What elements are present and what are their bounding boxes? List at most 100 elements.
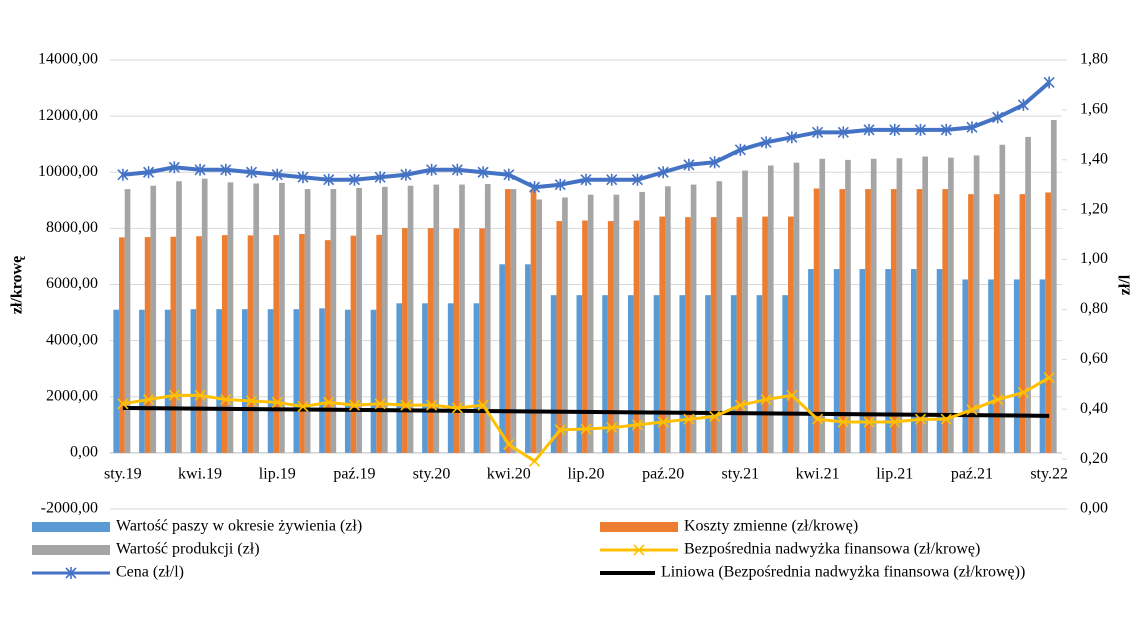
marker-stroke bbox=[914, 413, 927, 425]
x-tick-label: paź.21 bbox=[951, 466, 993, 483]
bar bbox=[479, 228, 485, 453]
bar bbox=[279, 182, 285, 453]
legend-label: Wartość paszy w okresie żywienia (zł) bbox=[116, 518, 362, 535]
bar bbox=[201, 178, 208, 453]
marker bbox=[426, 163, 438, 176]
marker-stroke bbox=[633, 544, 645, 556]
x-tick-label: lip.21 bbox=[876, 466, 913, 483]
y-tick-label: 12000,00 bbox=[38, 107, 98, 124]
bar bbox=[730, 295, 737, 453]
marker bbox=[966, 404, 978, 416]
marker bbox=[117, 398, 129, 410]
marker-stroke bbox=[451, 402, 463, 414]
x-tick-label: sty.20 bbox=[413, 466, 451, 483]
x-tick-label: paź.19 bbox=[333, 466, 375, 483]
marker bbox=[528, 181, 541, 194]
marker-stroke bbox=[271, 396, 283, 408]
bar bbox=[685, 217, 691, 453]
marker bbox=[220, 393, 232, 406]
y2-axis-label: zł/l bbox=[1117, 274, 1134, 295]
x-tick-label: sty.21 bbox=[722, 466, 760, 483]
bar bbox=[808, 269, 814, 453]
bar bbox=[459, 184, 465, 453]
bar bbox=[499, 264, 505, 453]
y2-tick-label: 0,60 bbox=[1080, 350, 1108, 367]
bar bbox=[716, 181, 723, 453]
legend-label: Koszty zmienne (zł/krowę) bbox=[684, 518, 858, 535]
bar bbox=[402, 228, 408, 453]
marker bbox=[194, 389, 206, 401]
marker bbox=[374, 171, 386, 184]
bar bbox=[633, 220, 640, 453]
bar bbox=[627, 295, 634, 453]
marker-stroke bbox=[220, 393, 232, 406]
bar bbox=[150, 185, 157, 453]
bar bbox=[447, 303, 454, 453]
marker-stroke bbox=[554, 424, 566, 436]
marker bbox=[451, 163, 463, 176]
bar bbox=[582, 220, 588, 453]
y2-tick-label: 1,20 bbox=[1080, 200, 1108, 217]
bar bbox=[1019, 194, 1026, 453]
bar bbox=[793, 162, 800, 453]
bar bbox=[396, 303, 403, 453]
bar bbox=[484, 184, 491, 453]
marker bbox=[734, 399, 746, 411]
bar bbox=[576, 295, 583, 453]
bar bbox=[916, 189, 923, 453]
line bbox=[122, 80, 1051, 190]
marker-stroke bbox=[503, 438, 515, 451]
bar bbox=[762, 216, 768, 453]
marker-stroke bbox=[194, 389, 206, 401]
bar bbox=[221, 235, 228, 453]
marker bbox=[889, 416, 901, 428]
marker bbox=[837, 126, 849, 139]
marker bbox=[940, 413, 952, 425]
bar bbox=[736, 217, 743, 453]
marker bbox=[503, 438, 515, 451]
marker-stroke bbox=[245, 395, 258, 407]
marker bbox=[477, 399, 489, 411]
marker-stroke bbox=[374, 398, 386, 410]
marker bbox=[65, 567, 77, 579]
marker-stroke bbox=[400, 399, 412, 411]
bar bbox=[304, 189, 311, 453]
marker bbox=[734, 143, 746, 156]
marker bbox=[683, 158, 695, 171]
marker-stroke bbox=[940, 413, 952, 425]
marker bbox=[143, 166, 155, 179]
marker-stroke bbox=[297, 401, 309, 413]
marker bbox=[451, 402, 463, 414]
marker-stroke bbox=[580, 423, 592, 435]
marker bbox=[271, 168, 283, 181]
marker bbox=[914, 413, 927, 425]
bar bbox=[767, 165, 774, 453]
marker bbox=[1017, 98, 1029, 111]
y-tick-label: 2000,00 bbox=[46, 387, 98, 404]
y2-tick-label: 1,60 bbox=[1080, 101, 1108, 118]
y2-tick-label: 1,40 bbox=[1080, 150, 1108, 167]
marker bbox=[606, 422, 618, 434]
marker bbox=[297, 171, 309, 184]
y2-tick-label: 0,20 bbox=[1080, 450, 1108, 467]
bar bbox=[299, 233, 305, 453]
bar bbox=[819, 158, 826, 453]
y-tick-label: 6000,00 bbox=[46, 275, 98, 292]
legend-swatch bbox=[32, 522, 110, 532]
x-tick-label: kwi.21 bbox=[796, 466, 840, 483]
bar bbox=[376, 234, 382, 453]
bar bbox=[1025, 136, 1031, 453]
marker-stroke bbox=[323, 396, 335, 408]
bar bbox=[550, 295, 557, 453]
bar bbox=[356, 187, 362, 453]
marker bbox=[837, 416, 849, 428]
marker bbox=[528, 455, 541, 467]
marker bbox=[580, 173, 592, 186]
bar bbox=[942, 189, 949, 453]
bar bbox=[607, 221, 614, 453]
marker-stroke bbox=[709, 410, 721, 422]
marker bbox=[1017, 386, 1029, 399]
marker-stroke bbox=[863, 416, 875, 428]
bar bbox=[293, 309, 300, 453]
bar bbox=[968, 194, 974, 453]
